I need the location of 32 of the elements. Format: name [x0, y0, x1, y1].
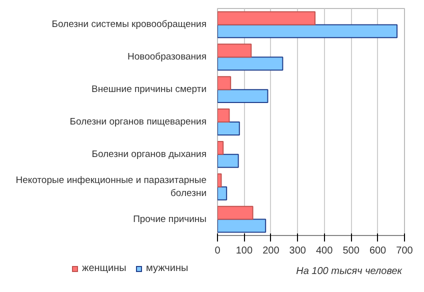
y-tick-label: Некоторые инфекционные и паразитарные болезни: [16, 174, 207, 199]
x-tick-label: 200: [262, 246, 280, 256]
x-tick-label: 0: [214, 246, 221, 256]
bar: [218, 44, 252, 58]
bar: [218, 108, 230, 122]
bar: [218, 206, 254, 220]
y-tick-label: Прочие причины: [133, 214, 207, 225]
y-tick-label: Новообразования: [127, 52, 207, 63]
bar: [218, 76, 232, 90]
x-tick-label: 300: [289, 246, 306, 256]
bar: [218, 218, 266, 233]
bar: [218, 56, 284, 71]
text: На 100 тысяч человек: [296, 266, 402, 277]
x-tick-label: 700: [396, 246, 414, 256]
y-tick-label: Болезни системы кровообращения: [52, 19, 207, 30]
bar: [218, 186, 228, 200]
bar: [218, 173, 222, 188]
y-tick-label: Внешние причины смерти: [92, 84, 207, 96]
bar: [218, 89, 268, 104]
x-tick-label: 400: [316, 246, 334, 256]
bar: [218, 122, 240, 136]
y-tick-label: Болезни органов пищеварения: [70, 116, 207, 128]
y-tick-label: Болезни органов дыхания: [92, 148, 207, 160]
bar: [218, 24, 398, 38]
legend-label: женщины: [82, 263, 126, 274]
bar: [218, 11, 316, 26]
bar: [218, 154, 239, 168]
x-tick-label: 600: [369, 246, 387, 256]
legend-label: мужчины: [146, 263, 188, 274]
x-tick-label: 100: [236, 246, 253, 256]
x-tick-label: 500: [342, 246, 360, 256]
bar: [218, 140, 224, 155]
